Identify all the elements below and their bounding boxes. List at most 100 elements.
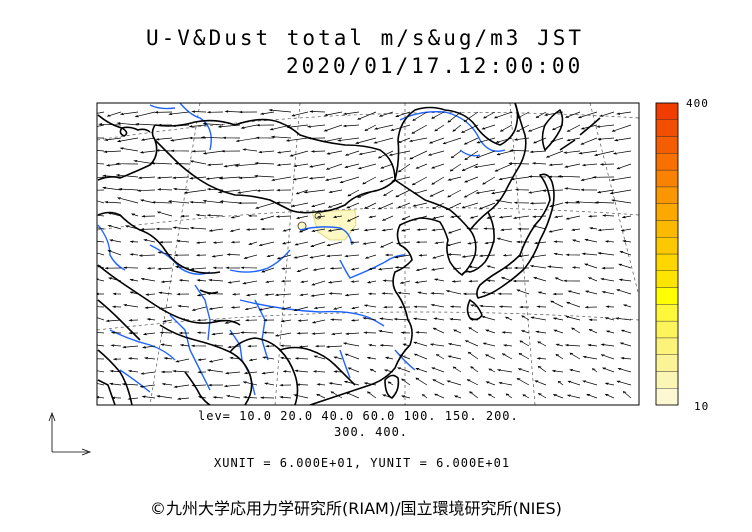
wind-arrow — [103, 150, 122, 153]
wind-arrow — [412, 317, 428, 321]
wind-arrow — [388, 150, 411, 156]
wind-arrow — [326, 150, 343, 155]
wind-arrow — [553, 252, 564, 256]
wind-arrow — [532, 225, 547, 230]
wind-arrow — [160, 280, 173, 283]
wind-arrow — [552, 292, 564, 296]
wind-arrow — [446, 380, 462, 386]
wind-arrow — [512, 215, 530, 220]
wind-arrow — [121, 382, 139, 386]
chart-datetime: 2020/01/17.12:00:00 — [286, 54, 584, 78]
wind-arrow — [189, 200, 207, 204]
wind-arrow — [262, 331, 275, 334]
wind-arrow — [452, 124, 462, 132]
wind-arrow — [238, 176, 258, 180]
wind-arrow — [327, 202, 343, 208]
wind-arrow — [238, 110, 258, 114]
wind-arrow — [160, 370, 173, 374]
wind-arrow — [415, 267, 428, 272]
wind-arrow — [450, 150, 462, 159]
wind-arrow — [181, 318, 190, 321]
wind-arrow — [309, 254, 326, 259]
wind-arrow — [180, 214, 190, 218]
wind-arrow — [447, 253, 462, 256]
wind-arrow — [350, 319, 360, 322]
wind-arrow — [97, 240, 105, 243]
wind-arrow — [171, 176, 190, 179]
wind-arrow — [469, 391, 479, 399]
wind-arrow — [552, 394, 564, 399]
wind-arrow — [280, 319, 292, 323]
wind-arrow — [382, 279, 394, 282]
wind-arrow — [243, 371, 258, 375]
wind-arrow — [401, 395, 411, 399]
wind-arrow — [157, 123, 172, 127]
wind-arrow — [394, 266, 411, 269]
wind-arrow — [212, 344, 224, 347]
wind-arrow — [274, 332, 292, 337]
wind-arrow — [264, 382, 275, 386]
wind-arrow — [230, 240, 241, 244]
wind-arrow — [197, 370, 207, 374]
wind-arrow — [308, 176, 326, 180]
wind-arrow — [197, 358, 207, 361]
wind-arrow — [196, 279, 207, 282]
wind-arrow — [535, 330, 547, 334]
wind-arrow — [107, 250, 122, 256]
wind-arrow — [604, 240, 615, 243]
wind-arrow — [296, 332, 309, 335]
wind-arrow — [469, 215, 479, 219]
wind-arrow — [212, 396, 224, 399]
wind-arrow — [135, 122, 156, 126]
wind-arrow — [415, 163, 428, 169]
wind-arrow — [224, 319, 241, 324]
wind-arrow — [415, 368, 428, 373]
wind-arrow — [378, 330, 394, 334]
wind-arrow — [330, 391, 343, 399]
wind-arrow — [380, 163, 394, 169]
wind-arrow — [224, 371, 241, 375]
wind-arrow — [363, 304, 377, 308]
wind-arrow — [594, 201, 615, 204]
wind-arrow — [486, 215, 496, 219]
wind-arrow — [449, 163, 462, 172]
wind-arrow — [565, 253, 581, 257]
wind-arrow — [445, 202, 462, 211]
wind-arrow — [230, 306, 241, 309]
wind-arrow — [217, 189, 241, 194]
wind-arrow — [173, 253, 190, 257]
colorbar — [655, 102, 679, 406]
wind-arrow — [535, 111, 547, 119]
wind-arrow — [351, 306, 360, 310]
wind-arrow — [308, 163, 326, 168]
wind-arrow — [467, 241, 479, 245]
wind-arrow — [154, 111, 173, 114]
wind-arrow — [448, 318, 462, 321]
wind-arrow — [244, 319, 258, 322]
wind-arrow — [228, 332, 241, 336]
wind-arrow — [483, 111, 496, 119]
wind-arrow — [286, 124, 309, 129]
wind-arrow — [593, 150, 615, 157]
wind-arrow — [584, 238, 598, 243]
wind-arrow — [622, 240, 632, 243]
wind-arrow — [327, 280, 343, 284]
wind-arrow — [622, 391, 632, 399]
wind-arrow — [116, 137, 139, 143]
wind-arrow — [313, 355, 326, 360]
wind-arrow — [195, 253, 207, 257]
wind-arrow — [430, 304, 445, 308]
wind-arrow — [119, 111, 139, 116]
wind-arrow — [514, 188, 530, 191]
wind-arrow — [105, 319, 122, 323]
wind-arrow — [307, 136, 326, 140]
wind-arrow — [256, 189, 275, 192]
wind-arrow — [468, 279, 479, 283]
wind-arrow — [258, 150, 275, 154]
wind-arrow — [190, 267, 207, 271]
wind-arrow — [497, 292, 513, 296]
wind-arrow — [378, 111, 394, 117]
wind-arrow — [346, 202, 360, 209]
wind-arrow — [98, 123, 122, 126]
